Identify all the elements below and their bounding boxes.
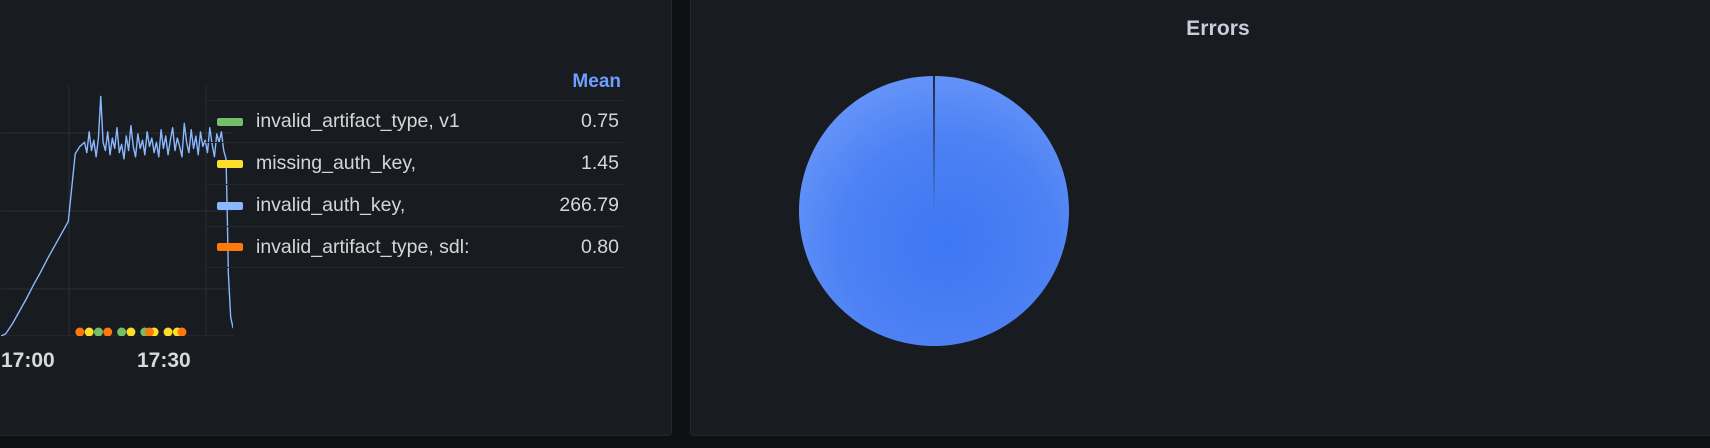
pie-chart[interactable]: [796, 73, 1072, 349]
series-color-swatch-icon[interactable]: [217, 159, 243, 168]
legend-series-label: invalid_artifact_type, v1: [256, 110, 460, 132]
timeseries-line-invalid-auth-key: [1, 95, 233, 336]
timeseries-point-markers: [75, 327, 187, 336]
timeseries-point-marker: [117, 327, 127, 336]
timeseries-point-marker: [126, 327, 136, 336]
legend-header-mean[interactable]: Mean: [572, 71, 621, 92]
timeseries-point-marker: [93, 327, 103, 336]
pie-slice-invalid-auth-key[interactable]: [799, 76, 1069, 346]
timeseries-point-marker: [163, 327, 173, 336]
page-title: Errors: [1186, 17, 1250, 40]
legend-series-value: 0.80: [581, 235, 619, 258]
x-tick-label-0: 17:00: [1, 349, 55, 372]
x-tick-label-1: 17:30: [137, 349, 191, 372]
pie-chart-svg: [799, 76, 1069, 346]
timeseries-legend: Mean invalid_artifact_type, v1 0.75 miss…: [205, 71, 623, 268]
panel-errors[interactable]: Errors invalid_auth_key, 100%: [690, 0, 1710, 436]
timeseries-x-axis: 17:00 17:30: [0, 349, 233, 375]
legend-series-value: 266.79: [559, 194, 619, 216]
timeseries-plot[interactable]: [1, 86, 233, 336]
timeseries-point-marker: [144, 327, 154, 336]
gridlines: [1, 86, 233, 336]
timeseries-point-marker: [103, 327, 113, 336]
timeseries-point-marker: [84, 327, 94, 336]
legend-row[interactable]: missing_auth_key, 1.45: [205, 142, 623, 184]
panel-timeseries[interactable]: 17:00 17:30 Mean invalid_artifact_type, …: [0, 0, 672, 436]
timeseries-svg: [1, 86, 233, 336]
legend-series-label: missing_auth_key,: [256, 152, 417, 174]
legend-series-label: invalid_auth_key,: [256, 194, 406, 216]
timeseries-point-marker: [75, 327, 85, 336]
series-color-swatch-icon[interactable]: [217, 201, 243, 210]
series-color-swatch-icon[interactable]: [217, 117, 243, 126]
legend-row[interactable]: invalid_artifact_type, v1 0.75: [205, 100, 623, 142]
timeseries-point-marker: [177, 327, 187, 336]
legend-series-label: invalid_artifact_type, sdl:: [256, 235, 470, 258]
series-color-swatch-icon[interactable]: [217, 243, 243, 251]
legend-series-value: 1.45: [581, 152, 619, 174]
legend-series-value: 0.75: [581, 110, 619, 132]
legend-row[interactable]: invalid_auth_key, 266.79: [205, 184, 623, 226]
legend-row[interactable]: invalid_artifact_type, sdl: 0.80: [205, 226, 623, 268]
